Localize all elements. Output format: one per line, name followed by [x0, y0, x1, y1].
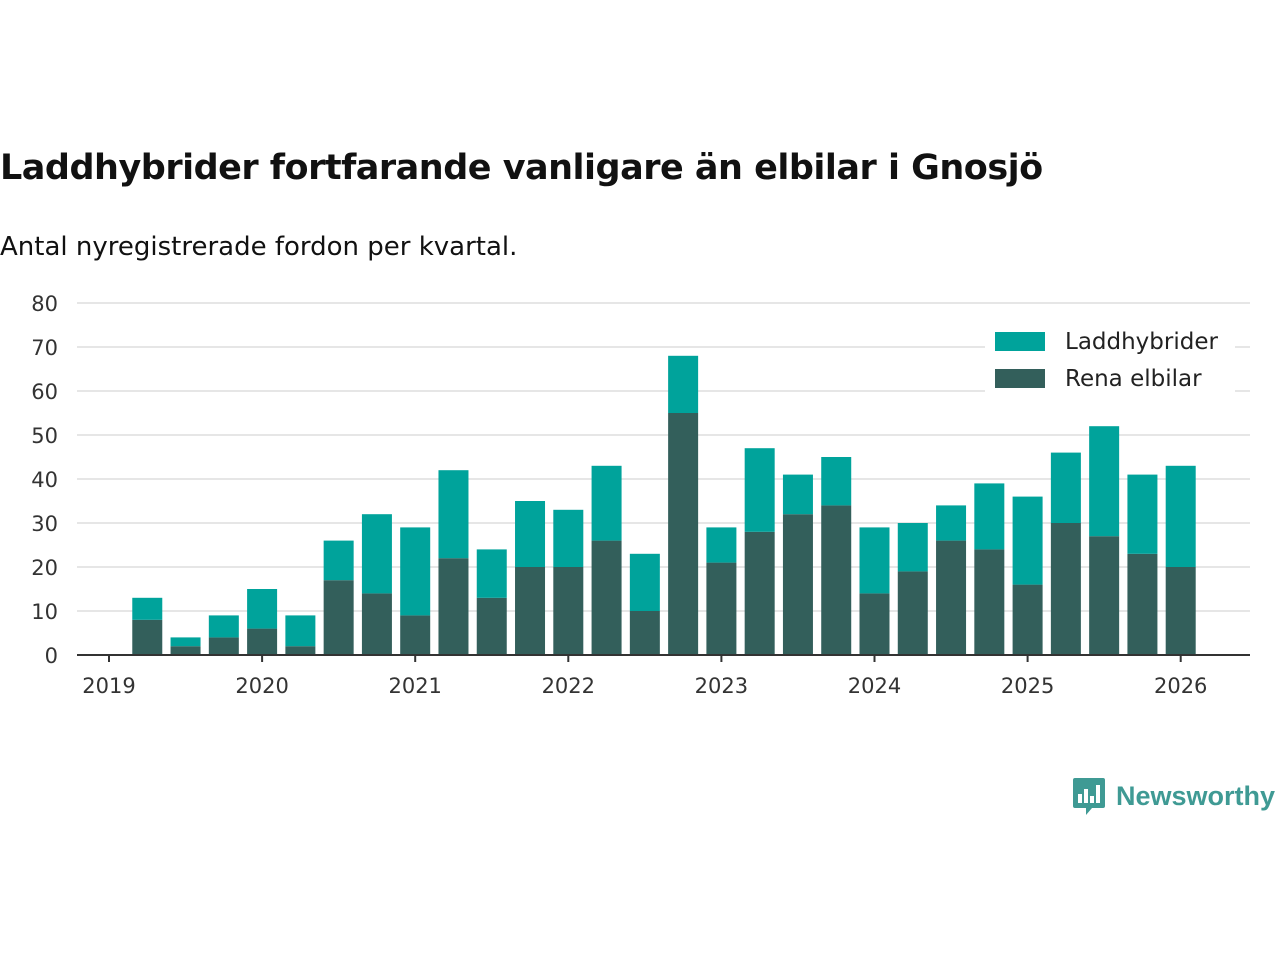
bar-laddhybrider [361, 514, 392, 594]
bar-rena-elbilar [821, 505, 852, 655]
y-tick-label: 40 [31, 468, 58, 492]
bar-laddhybrider [400, 527, 431, 616]
x-tick-label: 2025 [1001, 674, 1054, 698]
bar-rena-elbilar [285, 646, 316, 655]
bar-laddhybrider [438, 470, 469, 559]
bar-laddhybrider [476, 549, 507, 598]
bar-rena-elbilar [897, 571, 928, 655]
bar-laddhybrider [515, 501, 546, 567]
legend-rena-elbilar-label: Rena elbilar [1065, 366, 1202, 392]
y-tick-label: 60 [31, 380, 58, 404]
bar-laddhybrider [247, 589, 278, 629]
bar-rena-elbilar [170, 646, 201, 655]
bar-rena-elbilar [1012, 584, 1043, 655]
x-tick-label: 2020 [235, 674, 288, 698]
bar-rena-elbilar [706, 562, 737, 655]
bar-laddhybrider [1127, 474, 1158, 554]
y-tick-label: 20 [31, 556, 58, 580]
chart-subtitle: Antal nyregistrerade fordon per kvartal. [0, 232, 518, 262]
bar-rena-elbilar [1165, 567, 1196, 655]
bar-rena-elbilar [1050, 523, 1081, 655]
bar-rena-elbilar [668, 413, 699, 655]
bar-rena-elbilar [782, 514, 813, 655]
bar-laddhybrider [170, 637, 201, 647]
bar-laddhybrider [1050, 452, 1081, 523]
bar-laddhybrider [1165, 465, 1196, 567]
bar-rena-elbilar [208, 637, 239, 655]
bar-laddhybrider [553, 509, 584, 567]
bar-rena-elbilar [591, 540, 622, 655]
bar-rena-elbilar [247, 628, 278, 655]
bar-laddhybrider [897, 523, 928, 572]
bar-laddhybrider [782, 474, 813, 515]
bar-laddhybrider [1089, 426, 1120, 537]
x-tick-label: 2024 [848, 674, 901, 698]
newsworthy-logo-icon [1073, 778, 1105, 815]
bar-laddhybrider [591, 465, 622, 541]
y-tick-label: 30 [31, 512, 58, 536]
axes: 0 10 20 30 40 50 60 70 80 2019 2020 2021 2022 2023 202… [31, 292, 1250, 698]
bar-laddhybrider [859, 527, 890, 594]
bar-laddhybrider [936, 505, 967, 541]
bar-laddhybrider [974, 483, 1005, 550]
bar-rena-elbilar [629, 611, 660, 655]
bar-rena-elbilar [553, 567, 584, 655]
x-tick-label: 2026 [1154, 674, 1207, 698]
legend-laddhybrider-swatch [995, 332, 1045, 351]
bar-laddhybrider [208, 615, 239, 638]
bar-laddhybrider [668, 355, 699, 413]
bar-rena-elbilar [1127, 553, 1158, 655]
bar-rena-elbilar [515, 567, 546, 655]
chart-title: Laddhybrider fortfarande vanligare än el… [0, 148, 1043, 188]
bar-laddhybrider [285, 615, 316, 647]
y-tick-label: 70 [31, 336, 58, 360]
legend: Laddhybrider Rena elbilar [985, 322, 1235, 398]
bar-rena-elbilar [476, 597, 507, 655]
y-tick-label: 0 [45, 644, 58, 668]
x-tick-label: 2023 [695, 674, 748, 698]
bar-laddhybrider [132, 597, 163, 620]
brand-logo: Newsworthy [1072, 776, 1275, 816]
legend-laddhybrider-label: Laddhybrider [1065, 329, 1218, 355]
bar-rena-elbilar [974, 549, 1005, 655]
x-tick-label: 2022 [542, 674, 595, 698]
x-tick-label: 2021 [388, 674, 441, 698]
y-tick-label: 80 [31, 292, 58, 316]
bar-rena-elbilar [438, 558, 469, 655]
bar-laddhybrider [1012, 496, 1043, 585]
bar-rena-elbilar [361, 593, 392, 655]
brand-name: Newsworthy [1116, 780, 1276, 811]
bar-rena-elbilar [744, 531, 775, 655]
bar-laddhybrider [323, 540, 354, 581]
bar-laddhybrider [706, 527, 737, 563]
bar-series [132, 355, 1196, 655]
bar-rena-elbilar [400, 615, 431, 655]
legend-rena-elbilar-swatch [995, 369, 1045, 388]
bar-laddhybrider [744, 448, 775, 532]
y-tick-label: 50 [31, 424, 58, 448]
bar-rena-elbilar [323, 580, 354, 655]
bar-rena-elbilar [132, 619, 163, 655]
x-tick-label: 2019 [82, 674, 135, 698]
bar-laddhybrider [629, 553, 660, 611]
bar-rena-elbilar [859, 593, 890, 655]
bar-laddhybrider [821, 457, 852, 506]
bar-rena-elbilar [936, 540, 967, 655]
y-tick-label: 10 [31, 600, 58, 624]
bar-rena-elbilar [1089, 536, 1120, 655]
